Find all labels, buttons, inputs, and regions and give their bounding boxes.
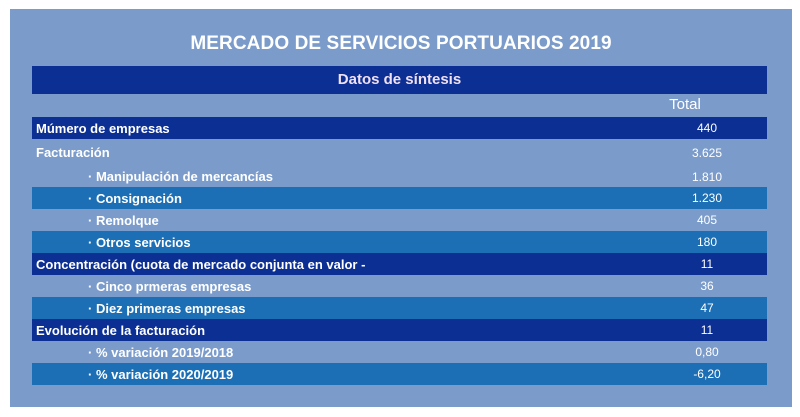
- table-row: Concentración (cuota de mercado conjunta…: [32, 253, 767, 275]
- row-value: 3.625: [691, 145, 723, 160]
- row-label: · % variación 2019/2018: [88, 344, 234, 360]
- row-label: · Diez primeras empresas: [88, 300, 246, 316]
- table-panel: MERCADO DE SERVICIOS PORTUARIOS 2019 Dat…: [10, 9, 792, 407]
- row-value: 36: [700, 279, 714, 293]
- table-row: Múmero de empresas 440: [32, 117, 767, 139]
- table-row: · % variación 2019/2018 0,80: [32, 341, 767, 363]
- table-row: · Cinco prmeras empresas 36: [32, 275, 767, 297]
- row-value: 47: [700, 301, 714, 315]
- row-label: Concentración (cuota de mercado conjunta…: [36, 256, 366, 272]
- row-label: Facturación: [36, 145, 110, 160]
- row-value: 11: [700, 323, 714, 337]
- row-value: 0,80: [695, 345, 719, 359]
- data-table: Múmero de empresas 440 Facturación 3.625…: [32, 117, 767, 385]
- table-row: · Otros servicios 180: [32, 231, 767, 253]
- row-value: 405: [696, 213, 718, 227]
- row-label: · Otros servicios: [88, 234, 191, 250]
- table-row: · Consignación 1.230: [32, 187, 767, 209]
- table-header: Datos de síntesis: [32, 66, 767, 94]
- table-row: · Manipulación de mercancías 1.810: [32, 166, 767, 187]
- row-value: 440: [696, 121, 718, 135]
- row-label: · Consignación: [88, 190, 182, 206]
- row-label: · Cinco prmeras empresas: [88, 278, 252, 294]
- row-label: Múmero de empresas: [36, 120, 170, 136]
- row-value: 180: [696, 235, 718, 249]
- row-value: 1.810: [691, 169, 723, 184]
- table-row: · Diez primeras empresas 47: [32, 297, 767, 319]
- row-label: · Manipulación de mercancías: [88, 169, 273, 184]
- table-row: · Remolque 405: [32, 209, 767, 231]
- row-label: · Remolque: [88, 212, 159, 228]
- row-label: · % variación 2020/2019: [88, 366, 234, 382]
- row-value: -6,20: [693, 367, 721, 381]
- table-row: Evolución de la facturación 11: [32, 319, 767, 341]
- table-row: Facturación 3.625: [32, 139, 767, 166]
- row-value: 11: [700, 257, 714, 271]
- row-label: Evolución de la facturación: [36, 322, 206, 338]
- table-row: · % variación 2020/2019 -6,20: [32, 363, 767, 385]
- column-header-total: Total: [669, 96, 701, 113]
- row-value: 1.230: [691, 191, 723, 205]
- page-title: MERCADO DE SERVICIOS PORTUARIOS 2019: [190, 33, 612, 54]
